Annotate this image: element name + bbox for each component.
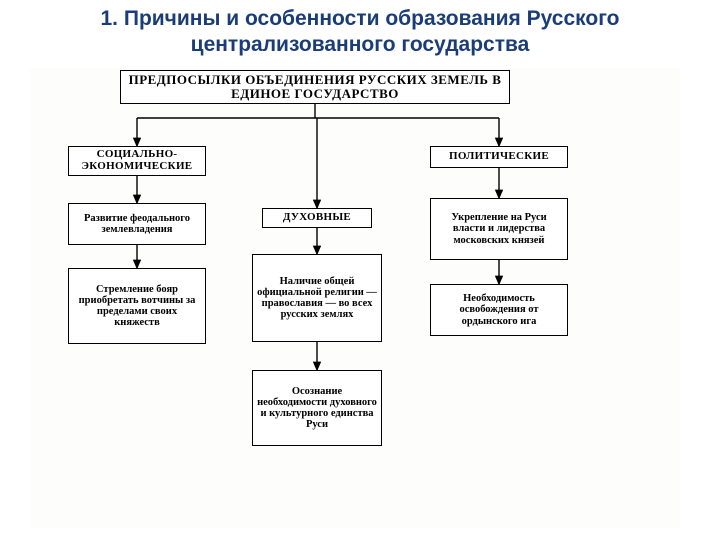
diagram-area: ПРЕДПОСЫЛКИ ОБЪЕДИНЕНИЯ РУССКИХ ЗЕМЕЛЬ В… [30, 68, 680, 528]
page-title: 1. Причины и особенности образования Рус… [0, 0, 720, 63]
node-soc2: Стремление бояр приобретать вотчины за п… [68, 268, 206, 344]
node-duh1: Наличие общей официальной религии — прав… [252, 254, 382, 342]
node-pol1: Укрепление на Руси власти и лидерства мо… [430, 198, 568, 260]
node-pol2: Необходимость освобождения от ордынского… [430, 284, 568, 336]
node-cat_pol: ПОЛИТИЧЕСКИЕ [430, 146, 568, 168]
node-cat_duh: ДУХОВНЫЕ [262, 208, 372, 228]
node-cat_soc: СОЦИАЛЬНО-ЭКОНОМИЧЕСКИЕ [68, 146, 206, 176]
node-root: ПРЕДПОСЫЛКИ ОБЪЕДИНЕНИЯ РУССКИХ ЗЕМЕЛЬ В… [120, 70, 510, 104]
node-soc1: Развитие феодального землевладения [68, 203, 206, 245]
node-duh2: Осознание необходимости духовного и куль… [252, 370, 382, 446]
